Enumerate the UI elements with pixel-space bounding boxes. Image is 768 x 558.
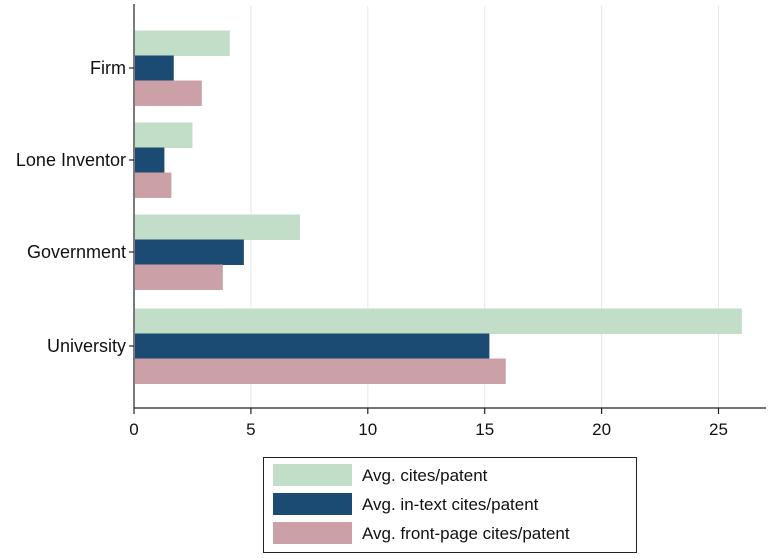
bars [135, 30, 742, 384]
legend-swatch-2 [273, 493, 352, 515]
category-label-government: Government [27, 242, 126, 262]
category-label-university: University [47, 336, 126, 356]
legend-swatch-1 [273, 464, 352, 486]
category-label-firm: Firm [90, 58, 126, 78]
legend-label-2: Avg. in-text cites/patent [362, 495, 539, 514]
legend-label-3: Avg. front-page cites/patent [362, 524, 570, 543]
x-tick-label-0: 0 [129, 420, 138, 439]
x-tick-label-25: 25 [709, 420, 728, 439]
legend: Avg. cites/patent Avg. in-text cites/pate… [263, 457, 637, 553]
category-label-lone-inventor: Lone Inventor [16, 150, 126, 170]
bar-firm-series-2 [135, 55, 174, 81]
bar-government-series-1 [135, 214, 300, 240]
x-tick-label-15: 15 [475, 420, 494, 439]
bar-government-series-3 [135, 264, 223, 290]
x-tick-label-20: 20 [592, 420, 611, 439]
bar-lone-inventor-series-1 [135, 122, 193, 148]
x-tick-label-5: 5 [246, 420, 255, 439]
x-tick-label-10: 10 [358, 420, 377, 439]
bar-government-series-2 [135, 239, 244, 265]
bar-firm-series-3 [135, 80, 202, 106]
bar-university-series-2 [135, 333, 490, 359]
axes: Firm Lone Inventor Government University 0 5 1… [16, 4, 766, 439]
bar-lone-inventor-series-2 [135, 147, 165, 173]
bar-firm-series-1 [135, 30, 230, 56]
legend-label-1: Avg. cites/patent [362, 466, 488, 485]
legend-swatch-3 [273, 522, 352, 544]
bar-lone-inventor-series-3 [135, 172, 172, 198]
bar-university-series-1 [135, 308, 742, 334]
bar-university-series-3 [135, 358, 506, 384]
